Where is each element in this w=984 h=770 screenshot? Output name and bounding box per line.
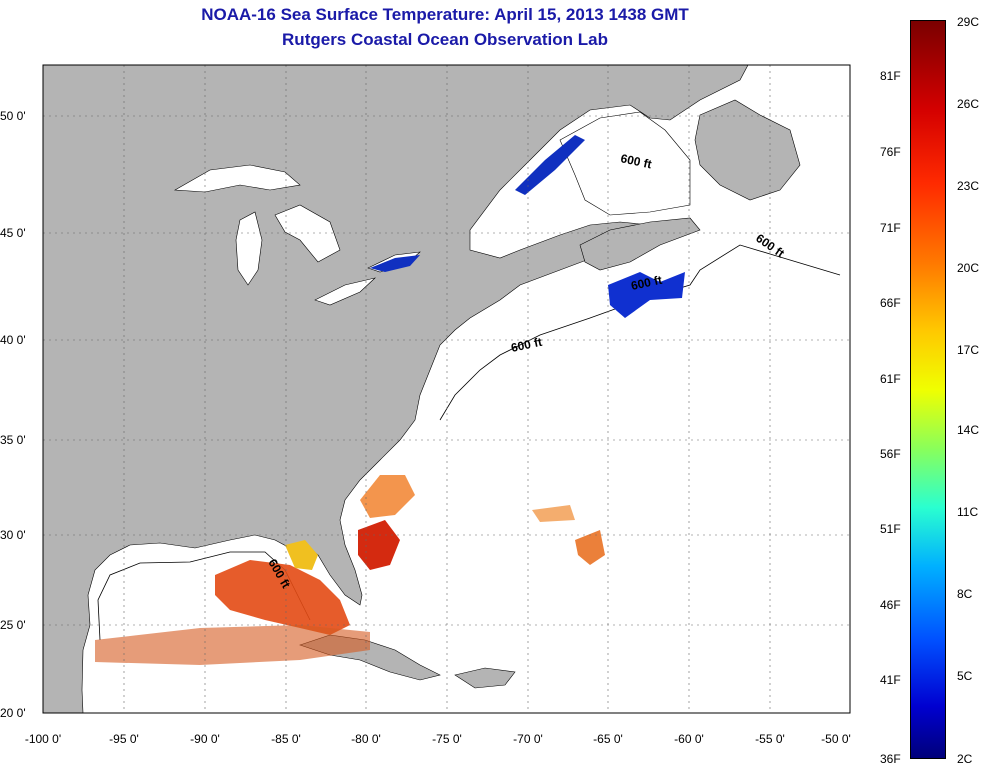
lat-label: 45 0' [0,226,26,240]
land-newfoundland [694,99,801,201]
land-hispaniola [454,667,516,689]
gulf-st-lawrence [559,111,691,216]
color-scale-bar [910,20,946,759]
sst-gulf-band [95,625,370,665]
lat-label: 20 0' [0,706,26,720]
sst-cold-stlawrence [515,135,585,195]
grid-lines [43,65,850,713]
colorbar-c-label: 20C [957,261,980,275]
colorbar-c-label: 29C [957,15,980,29]
colorbar-c-label: 2C [957,752,973,766]
isobath-label: 600 ft [630,273,664,293]
colorbar-f-label: 81F [880,69,901,83]
colorbar-c-label: 11C [957,505,979,519]
sst-cold-lakes [370,255,420,272]
lake-michigan-huron [235,204,341,286]
sst-gulf-yellow [285,540,318,570]
sst-cold-nova [608,272,685,318]
lon-label: -70 0' [513,732,543,746]
colorbar-f-label: 61F [880,372,901,386]
sst-gulfstream [360,475,415,518]
isobath-label: 600 ft [619,151,653,171]
colorbar-c-label: 17C [957,343,980,357]
colorbar-c-label: 23C [957,179,980,193]
colorbar-f-label: 66F [880,296,901,310]
map-frame [42,64,851,714]
sst-offshore [575,530,605,565]
sst-offshore-2 [532,505,575,522]
map-title: NOAA-16 Sea Surface Temperature: April 1… [201,5,689,24]
colorbar-f-label: 56F [880,447,901,461]
lat-label: 30 0' [0,528,26,542]
lon-label: -90 0' [190,732,220,746]
sst-florida-east [358,520,400,570]
colorbar-c-label: 8C [957,587,973,601]
lon-label: -55 0' [755,732,785,746]
isobath-label: 600 ft [510,335,544,355]
lon-label: -85 0' [271,732,301,746]
lon-label: -60 0' [674,732,704,746]
lat-label: 35 0' [0,433,26,447]
lon-label: -65 0' [593,732,623,746]
land-north-america [43,65,749,713]
lon-label: -80 0' [351,732,381,746]
colorbar-c-label: 14C [957,423,980,437]
colorbar-c-label: 5C [957,669,973,683]
lon-label: -50 0' [821,732,851,746]
colorbar-f-label: 51F [880,522,901,536]
lake-superior [173,164,301,193]
lat-label: 25 0' [0,618,26,632]
lat-label: 50 0' [0,109,26,123]
sst-gulf-warm [215,560,350,635]
lon-label: -95 0' [109,732,139,746]
land-nova-scotia [579,217,701,271]
lat-label: 40 0' [0,333,26,347]
colorbar-f-label: 76F [880,145,901,159]
colorbar-f-label: 46F [880,598,901,612]
colorbar-c-label: 26C [957,97,980,111]
colorbar-f-label: 71F [880,221,901,235]
lon-label: -75 0' [432,732,462,746]
lon-label: -100 0' [25,732,61,746]
map-subtitle: Rutgers Coastal Ocean Observation Lab [282,30,608,49]
colorbar-f-label: 36F [880,752,901,766]
colorbar-f-label: 41F [880,673,901,687]
